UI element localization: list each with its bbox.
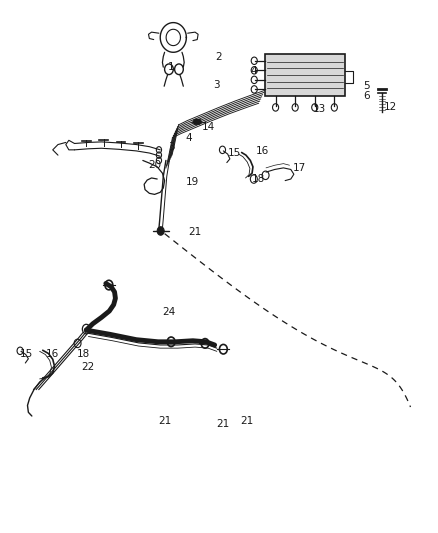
Text: 19: 19 xyxy=(186,176,200,187)
Text: 4: 4 xyxy=(185,133,192,143)
Circle shape xyxy=(194,119,199,124)
Text: 16: 16 xyxy=(256,146,269,156)
Text: 15: 15 xyxy=(20,349,33,359)
Text: 18: 18 xyxy=(77,349,90,359)
Circle shape xyxy=(196,119,200,124)
Text: 3: 3 xyxy=(213,80,220,90)
Text: 22: 22 xyxy=(81,362,94,372)
Text: 6: 6 xyxy=(364,91,370,101)
Text: 15: 15 xyxy=(228,148,241,158)
Text: 16: 16 xyxy=(46,349,60,359)
Circle shape xyxy=(193,119,198,124)
Text: 12: 12 xyxy=(384,102,398,112)
Text: 17: 17 xyxy=(293,164,306,173)
Text: 21: 21 xyxy=(158,416,171,426)
Text: 1: 1 xyxy=(168,62,174,71)
Text: 3: 3 xyxy=(168,142,174,152)
Text: 5: 5 xyxy=(364,81,370,91)
Text: 4: 4 xyxy=(251,67,257,76)
Text: 18: 18 xyxy=(251,174,265,184)
Text: 2: 2 xyxy=(215,52,223,62)
Circle shape xyxy=(197,119,201,124)
Circle shape xyxy=(157,227,164,235)
Text: 14: 14 xyxy=(201,122,215,132)
Text: 21: 21 xyxy=(188,227,201,237)
Text: 24: 24 xyxy=(162,306,176,317)
Text: 21: 21 xyxy=(217,419,230,429)
Text: 20: 20 xyxy=(148,160,161,169)
FancyBboxPatch shape xyxy=(265,54,345,96)
Text: 21: 21 xyxy=(240,416,254,426)
Text: 13: 13 xyxy=(312,104,326,114)
